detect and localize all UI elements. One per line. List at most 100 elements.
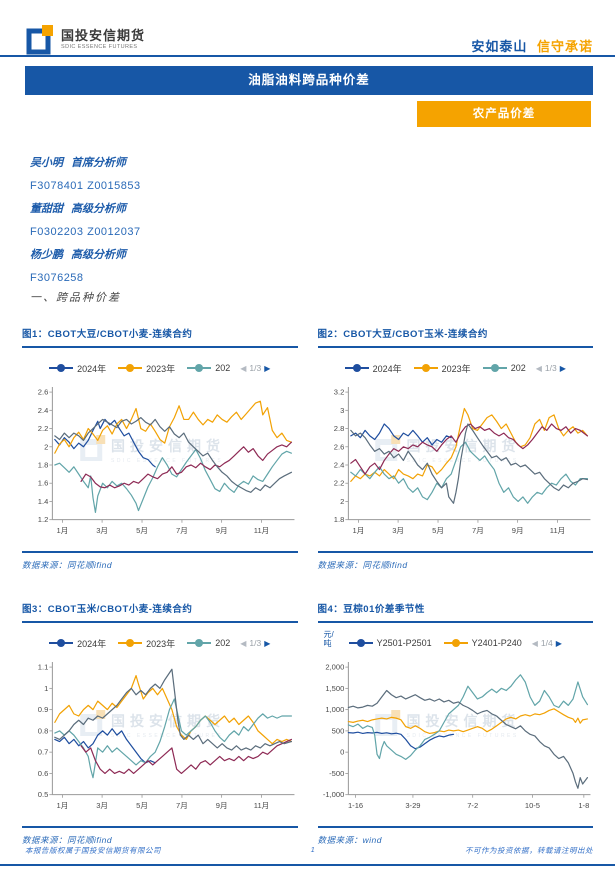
chart4-source: 数据来源：wind bbox=[317, 826, 593, 846]
legend-item[interactable]: Y2501-P2501 bbox=[348, 638, 432, 648]
svg-text:2.4: 2.4 bbox=[38, 406, 49, 415]
legend-item[interactable]: Y2401-P240 bbox=[443, 638, 522, 648]
chart3-title: 图3：CBOT玉米/CBOT小麦-连续合约 bbox=[22, 601, 298, 623]
logo-name-en: SDIC ESSENCE FUTURES bbox=[61, 44, 138, 50]
report-title-banner: 油脂油料跨品种价差 bbox=[25, 66, 593, 95]
svg-text:2,000: 2,000 bbox=[325, 663, 344, 672]
svg-text:11月: 11月 bbox=[254, 526, 269, 535]
svg-text:0.9: 0.9 bbox=[38, 705, 49, 714]
analyst-line: 董甜甜 高级分析师 bbox=[30, 203, 126, 215]
legend-item[interactable]: 202 bbox=[187, 638, 230, 648]
legend-item[interactable]: 202 bbox=[187, 363, 230, 373]
legend-item[interactable]: 2024年 bbox=[49, 637, 106, 650]
svg-text:3月: 3月 bbox=[96, 526, 108, 535]
chart4-legend: Y2501-P2501 Y2401-P240 ◀ 1/4 ▶ bbox=[318, 635, 594, 651]
y-axis-unit: 元/吨 bbox=[323, 630, 334, 648]
category-tag: 农产品价差 bbox=[417, 101, 591, 127]
legend-next-icon[interactable]: ▶ bbox=[264, 363, 271, 373]
svg-text:5月: 5月 bbox=[432, 526, 444, 535]
section-title: 一、跨品种价差 bbox=[30, 292, 121, 304]
legend-item[interactable]: 2024年 bbox=[344, 362, 402, 375]
legend-pager: ◀ 1/4 ▶ bbox=[532, 638, 562, 648]
legend-pager: ◀ 1/3 ▶ bbox=[536, 363, 566, 373]
svg-text:1.4: 1.4 bbox=[38, 497, 49, 506]
legend-item[interactable]: 202 bbox=[482, 363, 526, 373]
slogan-part2: 信守承诺 bbox=[536, 39, 593, 54]
analyst-codes: F0302203 Z0012037 bbox=[30, 226, 141, 238]
svg-text:0.5: 0.5 bbox=[38, 790, 49, 799]
chart2-panel: 图2：CBOT大豆/CBOT玉米-连续合约 2024年 2023年 202 ◀ 1/… bbox=[317, 326, 594, 571]
svg-text:11月: 11月 bbox=[549, 526, 564, 535]
footer-disclaimer: 不可作为投资依据，转载请注明出处 bbox=[464, 846, 593, 855]
legend-prev-icon[interactable]: ◀ bbox=[531, 638, 538, 648]
svg-text:2.4: 2.4 bbox=[333, 461, 344, 470]
analyst-codes: F3078401 Z0015853 bbox=[30, 180, 141, 192]
legend-item[interactable]: 2024年 bbox=[49, 362, 106, 375]
header-divider bbox=[0, 55, 615, 57]
footer-divider bbox=[0, 864, 615, 866]
page-number: 1 bbox=[310, 845, 316, 854]
chart2-source: 数据来源：同花顺ifind bbox=[317, 551, 593, 571]
svg-text:3月: 3月 bbox=[392, 526, 404, 535]
legend-prev-icon[interactable]: ◀ bbox=[240, 638, 247, 648]
legend-page-indicator: 1/3 bbox=[544, 363, 557, 373]
legend-prev-icon[interactable]: ◀ bbox=[535, 363, 542, 373]
chart1-title: 图1：CBOT大豆/CBOT小麦-连续合约 bbox=[22, 326, 298, 348]
svg-text:1.2: 1.2 bbox=[38, 515, 49, 524]
legend-next-icon[interactable]: ▶ bbox=[559, 363, 566, 373]
legend-item[interactable]: 2023年 bbox=[118, 637, 175, 650]
svg-text:2.2: 2.2 bbox=[38, 424, 49, 433]
legend-marker-icon bbox=[118, 364, 143, 373]
legend-next-icon[interactable]: ▶ bbox=[264, 638, 271, 648]
svg-text:2.8: 2.8 bbox=[333, 424, 344, 433]
legend-prev-icon[interactable]: ◀ bbox=[240, 363, 247, 373]
chart4-title: 图4：豆棕01价差季节性 bbox=[317, 601, 593, 623]
legend-marker-icon bbox=[187, 364, 212, 373]
svg-text:9月: 9月 bbox=[216, 801, 228, 810]
slogan: 安如泰山 信守承诺 bbox=[471, 36, 593, 55]
svg-text:500: 500 bbox=[331, 726, 344, 735]
svg-text:2.6: 2.6 bbox=[333, 442, 344, 451]
svg-text:1-8: 1-8 bbox=[578, 801, 589, 810]
svg-text:3月: 3月 bbox=[96, 801, 108, 810]
chart1-legend: 2024年 2023年 202 ◀ 1/3 ▶ bbox=[22, 360, 298, 376]
svg-text:3.2: 3.2 bbox=[333, 388, 344, 397]
svg-text:1.1: 1.1 bbox=[38, 663, 49, 672]
svg-text:0.7: 0.7 bbox=[38, 748, 49, 757]
legend-pager: ◀ 1/3 ▶ bbox=[240, 638, 270, 648]
chart3-legend: 2024年 2023年 202 ◀ 1/3 ▶ bbox=[22, 635, 298, 651]
chart3-panel: 图3：CBOT玉米/CBOT小麦-连续合约 2024年 2023年 202 ◀ 1/… bbox=[22, 601, 298, 846]
legend-marker-icon bbox=[443, 639, 468, 648]
legend-marker-icon bbox=[413, 364, 438, 373]
svg-text:10-5: 10-5 bbox=[524, 801, 539, 810]
svg-text:1月: 1月 bbox=[57, 526, 69, 535]
legend-marker-icon bbox=[187, 639, 212, 648]
legend-pager: ◀ 1/3 ▶ bbox=[240, 363, 270, 373]
legend-item[interactable]: 2023年 bbox=[118, 362, 175, 375]
slogan-part1: 安如泰山 bbox=[471, 39, 528, 54]
svg-text:3-29: 3-29 bbox=[405, 801, 420, 810]
svg-text:2: 2 bbox=[44, 442, 48, 451]
svg-text:1: 1 bbox=[44, 684, 48, 693]
svg-text:-1,000: -1,000 bbox=[322, 790, 344, 799]
svg-text:7-2: 7-2 bbox=[467, 801, 478, 810]
legend-item[interactable]: 2023年 bbox=[413, 362, 471, 375]
svg-text:7月: 7月 bbox=[176, 526, 188, 535]
svg-text:0.6: 0.6 bbox=[38, 769, 49, 778]
chart3-plot-area: 国投安信期货 SDIC ESSENCE FUTURES 0.5 0.6 0.7 0.8 0… bbox=[22, 659, 298, 821]
chart2-plot-area: 国投安信期货 SDIC ESSENCE FUTURES 1.8 2 2.2 2.4 2.6… bbox=[318, 384, 594, 546]
chart1-panel: 图1：CBOT大豆/CBOT小麦-连续合约 2024年 2023年 202 ◀ 1/… bbox=[22, 326, 298, 571]
legend-next-icon[interactable]: ▶ bbox=[555, 638, 562, 648]
page-footer: 本报告版权属于国投安信期货有限公司 1 不可作为投资依据，转载请注明出处 bbox=[25, 845, 593, 856]
svg-text:-500: -500 bbox=[329, 769, 344, 778]
footer-copyright: 本报告版权属于国投安信期货有限公司 bbox=[25, 846, 161, 855]
legend-page-indicator: 1/3 bbox=[249, 638, 262, 648]
legend-marker-icon bbox=[348, 639, 373, 648]
chart2-legend: 2024年 2023年 202 ◀ 1/3 ▶ bbox=[318, 360, 594, 376]
svg-text:2: 2 bbox=[340, 497, 344, 506]
chart2-plot: 1.8 2 2.2 2.4 2.6 2.8 3 3.2 1月 3月 5月 7月 9月 11月 bbox=[333, 387, 590, 535]
legend-marker-icon bbox=[49, 364, 74, 373]
svg-text:1,000: 1,000 bbox=[325, 705, 344, 714]
svg-text:2.6: 2.6 bbox=[38, 388, 49, 397]
analyst-block: 吴小明 首席分析师 F3078401 Z0015853 董甜甜 高级分析师 F030… bbox=[30, 152, 141, 290]
